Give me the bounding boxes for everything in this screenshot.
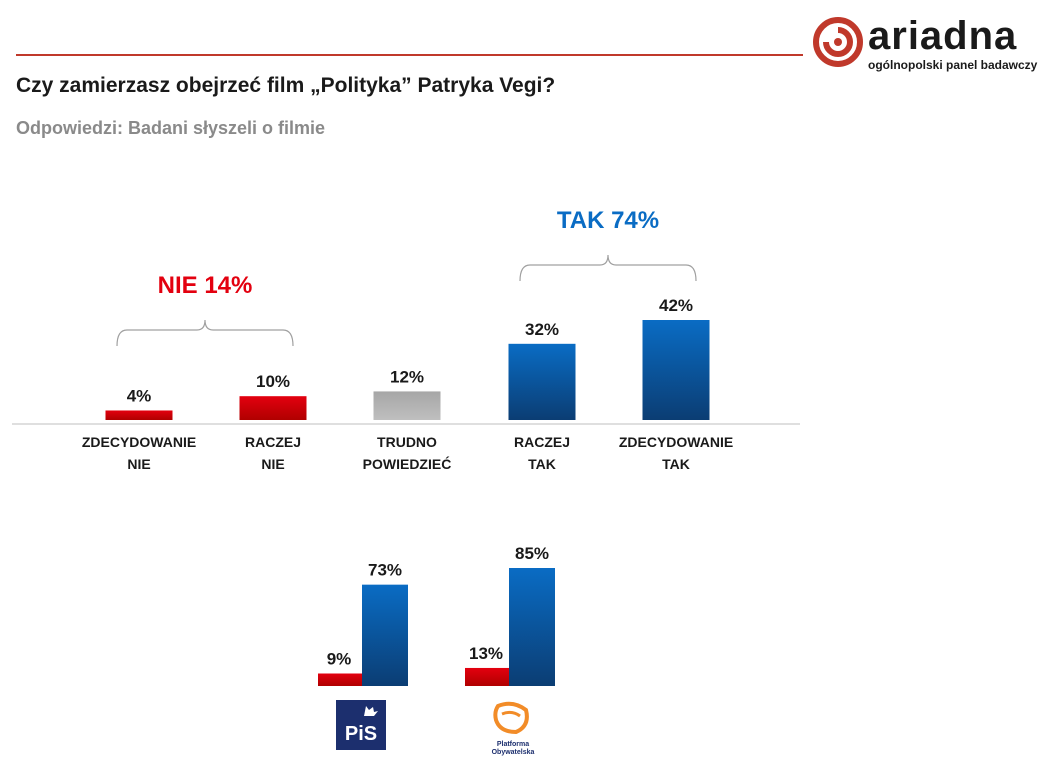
- party-bar-value-label-1-1: 85%: [515, 544, 549, 563]
- party-bar-0-0: [318, 673, 364, 686]
- ariadna-logo: ariadna ogólnopolski panel badawczy: [812, 14, 1052, 78]
- pis-logo-text: PiS: [345, 723, 377, 745]
- party-bar-1-0: [465, 667, 511, 686]
- category-label-line: ZDECYDOWANIE: [618, 434, 734, 450]
- bar-value-label-1: 10%: [256, 372, 290, 391]
- logo-tagline: ogólnopolski panel badawczy: [868, 58, 1038, 72]
- bar-1: [239, 396, 307, 420]
- bar-4: [642, 320, 710, 420]
- party-bar-1-1: [509, 568, 555, 686]
- category-label-line: NIE: [127, 456, 151, 472]
- ariadna-spiral-icon: [813, 17, 863, 67]
- bar-0: [105, 410, 173, 420]
- chart-title: Czy zamierzasz obejrzeć film „Polityka” …: [16, 74, 556, 97]
- bar-3: [508, 343, 576, 420]
- category-label-3: RACZEJ TAK: [467, 431, 617, 475]
- category-label-line: POWIEDZIEĆ: [362, 456, 452, 472]
- bar-value-label-2: 12%: [390, 367, 424, 386]
- pis-logo: PiS: [336, 700, 386, 750]
- party-bar-value-label-0-1: 73%: [368, 561, 402, 580]
- group-bracket-1: [519, 254, 697, 282]
- bar-value-label-3: 32%: [525, 320, 559, 339]
- group-label-0: NIE 14%: [157, 272, 253, 299]
- category-label-line: NIE: [261, 456, 285, 472]
- category-label-4: ZDECYDOWANIE TAK: [601, 431, 751, 475]
- header-divider: [16, 54, 803, 56]
- category-label-line: ZDECYDOWANIE: [81, 434, 197, 450]
- category-label-line: RACZEJ: [244, 434, 301, 450]
- logo-wordmark: ariadna: [868, 14, 1018, 58]
- category-label-0: ZDECYDOWANIE NIE: [64, 431, 214, 475]
- party-bar-value-label-1-0: 13%: [469, 644, 503, 663]
- category-label-2: TRUDNO POWIEDZIEĆ: [332, 431, 482, 475]
- group-bracket-0: [116, 319, 294, 347]
- category-label-1: RACZEJ NIE: [198, 431, 348, 475]
- category-label-line: RACZEJ: [513, 434, 570, 450]
- category-label-line: TAK: [528, 456, 556, 472]
- bar-value-label-4: 42%: [659, 296, 693, 315]
- po-logo: Platforma Obywatelska: [478, 698, 548, 756]
- category-label-line: TAK: [662, 456, 690, 472]
- eagle-icon: [364, 706, 378, 716]
- party-bar-0-1: [362, 584, 408, 686]
- chart-subtitle: Odpowiedzi: Badani słyszeli o filmie: [16, 118, 326, 138]
- bar-2: [373, 391, 441, 420]
- po-logo-line1: Platforma: [497, 741, 529, 748]
- bar-value-label-0: 4%: [127, 386, 152, 405]
- party-bar-value-label-0-0: 9%: [327, 650, 352, 669]
- group-label-1: TAK 74%: [556, 207, 660, 234]
- po-logo-line2: Obywatelska: [492, 749, 535, 756]
- category-label-line: TRUDNO: [377, 434, 437, 450]
